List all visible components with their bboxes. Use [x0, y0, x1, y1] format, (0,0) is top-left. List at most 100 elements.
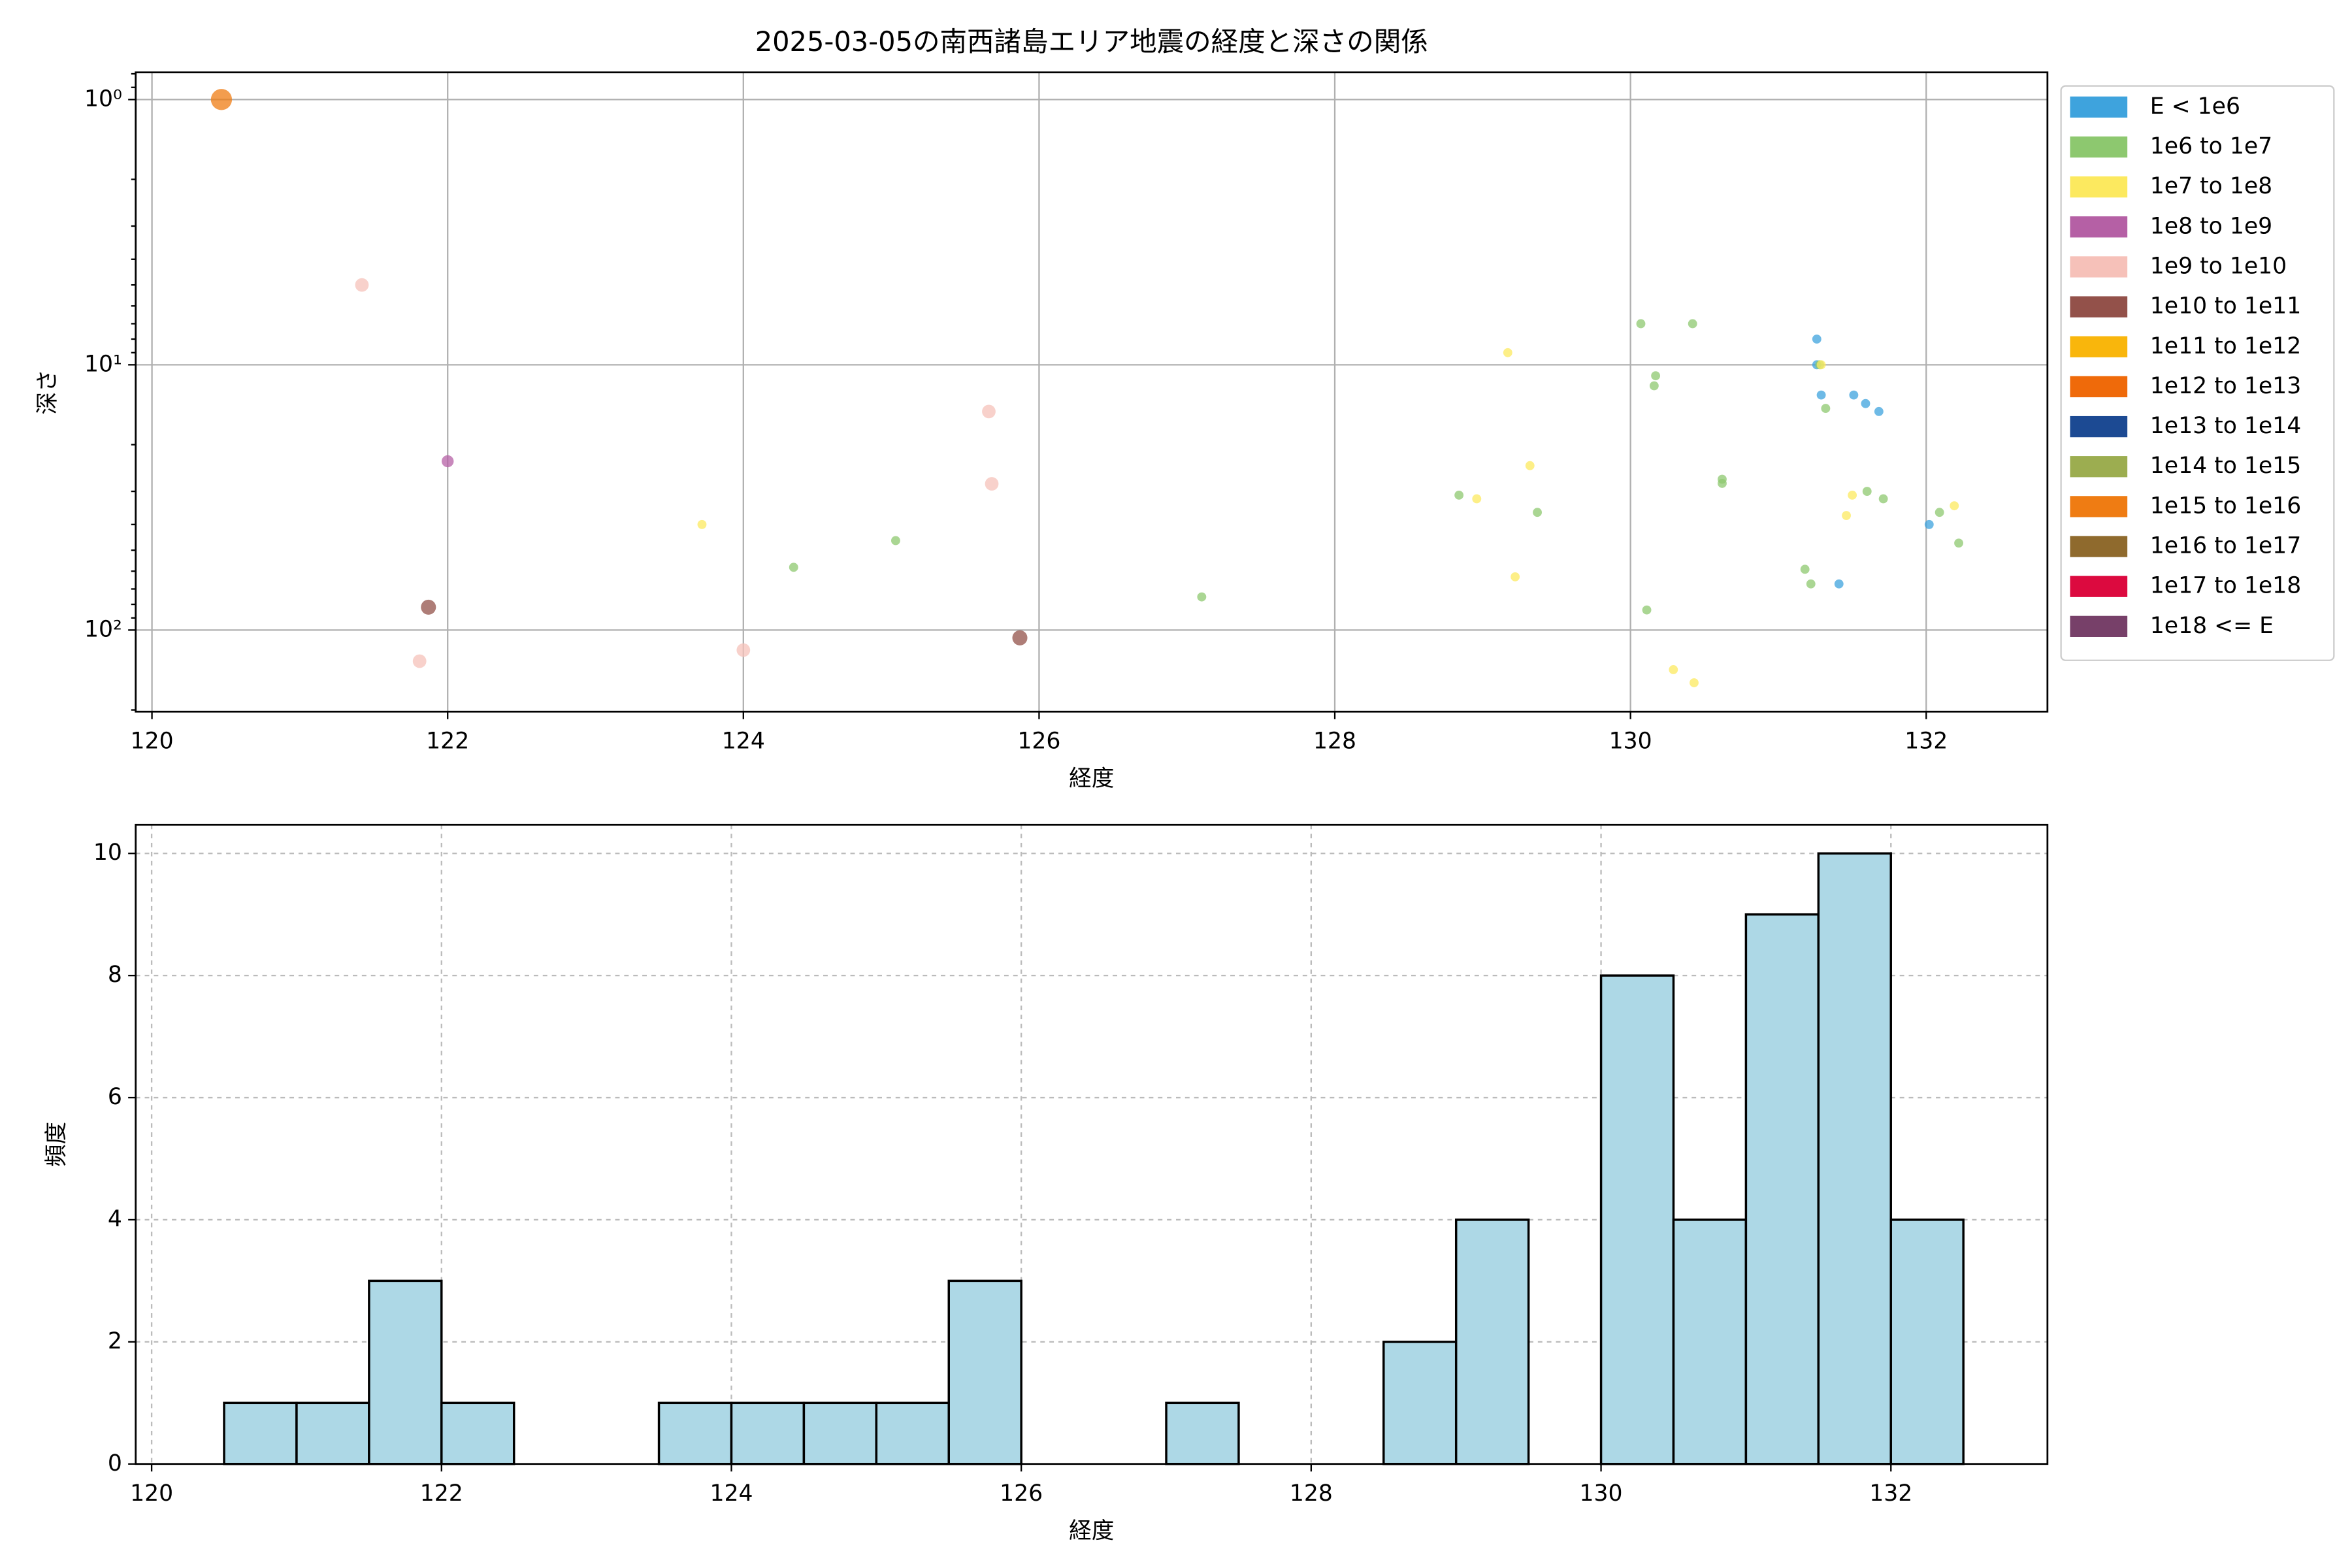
point: [1878, 494, 1888, 504]
bar: [1165, 1401, 1240, 1465]
point: [1821, 404, 1831, 414]
point: [441, 455, 454, 468]
legend-swatch: [2070, 456, 2128, 478]
y-tick-label: 8: [108, 962, 122, 988]
point: [1525, 461, 1535, 470]
point: [1012, 630, 1028, 645]
point: [1842, 511, 1851, 520]
legend-swatch: [2070, 176, 2128, 198]
legend-swatch: [2070, 216, 2128, 238]
point: [697, 519, 707, 529]
bar: [223, 1401, 298, 1465]
bar: [1382, 1341, 1458, 1465]
y-axis-label: 頻度: [44, 1122, 70, 1167]
point: [1812, 335, 1821, 344]
bar: [657, 1401, 733, 1465]
legend-swatch: [2070, 376, 2128, 398]
point: [1533, 508, 1543, 517]
legend-label: 1e17 to 1e18: [2150, 573, 2301, 599]
y-tick-label: 6: [108, 1084, 122, 1110]
x-tick-label: 124: [722, 728, 765, 754]
point: [1649, 381, 1659, 391]
x-tick-label: 130: [1580, 1480, 1623, 1507]
y-tick-label: 4: [108, 1206, 122, 1232]
x-tick-label: 132: [1904, 728, 1948, 754]
legend-swatch: [2070, 576, 2128, 597]
x-axis-label: 経度: [1069, 1518, 1114, 1544]
bar: [295, 1401, 370, 1465]
point: [1688, 319, 1697, 329]
point: [1950, 501, 1959, 511]
point: [1874, 406, 1884, 416]
bar: [1599, 974, 1675, 1465]
point: [1472, 494, 1482, 504]
point: [1642, 605, 1652, 615]
legend-label: 1e13 to 1e14: [2150, 413, 2301, 439]
legend-label: 1e12 to 1e13: [2150, 373, 2301, 399]
bar: [947, 1279, 1022, 1465]
point: [1511, 572, 1520, 581]
x-tick-label: 124: [710, 1480, 753, 1507]
point: [1954, 538, 1963, 548]
legend-swatch: [2070, 256, 2128, 278]
point: [1197, 592, 1207, 602]
bar: [440, 1401, 515, 1465]
legend-label: 1e9 to 1e10: [2150, 253, 2287, 279]
point: [412, 654, 427, 668]
chart-title: 2025-03-05の南西諸島エリア地震の経度と深さの関係: [755, 25, 1428, 57]
legend-label: 1e14 to 1e15: [2150, 453, 2301, 479]
point: [985, 477, 999, 491]
point: [1454, 490, 1464, 500]
y-tick-label: 10²: [84, 616, 122, 642]
legend-label: 1e15 to 1e16: [2150, 493, 2301, 519]
bar: [1454, 1218, 1530, 1465]
point: [1935, 508, 1944, 517]
point: [210, 89, 233, 110]
x-tick-label: 126: [1017, 728, 1060, 754]
point: [1806, 579, 1816, 589]
bar: [802, 1401, 878, 1465]
legend-label: 1e6 to 1e7: [2150, 133, 2272, 159]
x-tick-label: 122: [420, 1480, 463, 1507]
x-tick-label: 132: [1869, 1480, 1912, 1507]
legend-swatch: [2070, 336, 2128, 357]
legend-swatch: [2070, 496, 2128, 517]
legend-label: 1e7 to 1e8: [2150, 173, 2272, 199]
legend-label: 1e8 to 1e9: [2150, 213, 2272, 239]
y-axis-label: 深さ: [35, 369, 61, 414]
bar: [875, 1401, 950, 1465]
point: [1862, 487, 1872, 497]
legend-box: [2060, 85, 2335, 661]
y-tick-label: 10⁰: [84, 86, 122, 112]
bar: [368, 1279, 443, 1465]
point: [1848, 490, 1857, 500]
point: [736, 643, 751, 657]
point: [421, 599, 436, 615]
y-tick-label: 10: [93, 840, 122, 866]
plot-frame: [135, 71, 2049, 713]
point: [1503, 348, 1512, 357]
point: [1861, 399, 1870, 408]
point: [890, 536, 900, 546]
legend-swatch: [2070, 296, 2128, 318]
bar: [1817, 852, 1892, 1465]
x-tick-label: 130: [1609, 728, 1652, 754]
legend-label: 1e10 to 1e11: [2150, 293, 2301, 319]
legend-swatch: [2070, 96, 2128, 118]
legend-swatch: [2070, 416, 2128, 438]
point: [1718, 478, 1727, 488]
point: [1816, 360, 1826, 370]
x-tick-label: 120: [130, 1480, 173, 1507]
point: [789, 563, 798, 572]
point: [1636, 319, 1646, 329]
point: [1834, 579, 1844, 589]
point: [1800, 564, 1810, 574]
x-axis-label: 経度: [1069, 766, 1114, 792]
bar: [1744, 913, 1820, 1465]
point: [1669, 665, 1678, 674]
legend-label: 1e18 <= E: [2150, 613, 2274, 639]
y-tick-label: 0: [108, 1450, 122, 1477]
x-tick-label: 128: [1313, 728, 1356, 754]
